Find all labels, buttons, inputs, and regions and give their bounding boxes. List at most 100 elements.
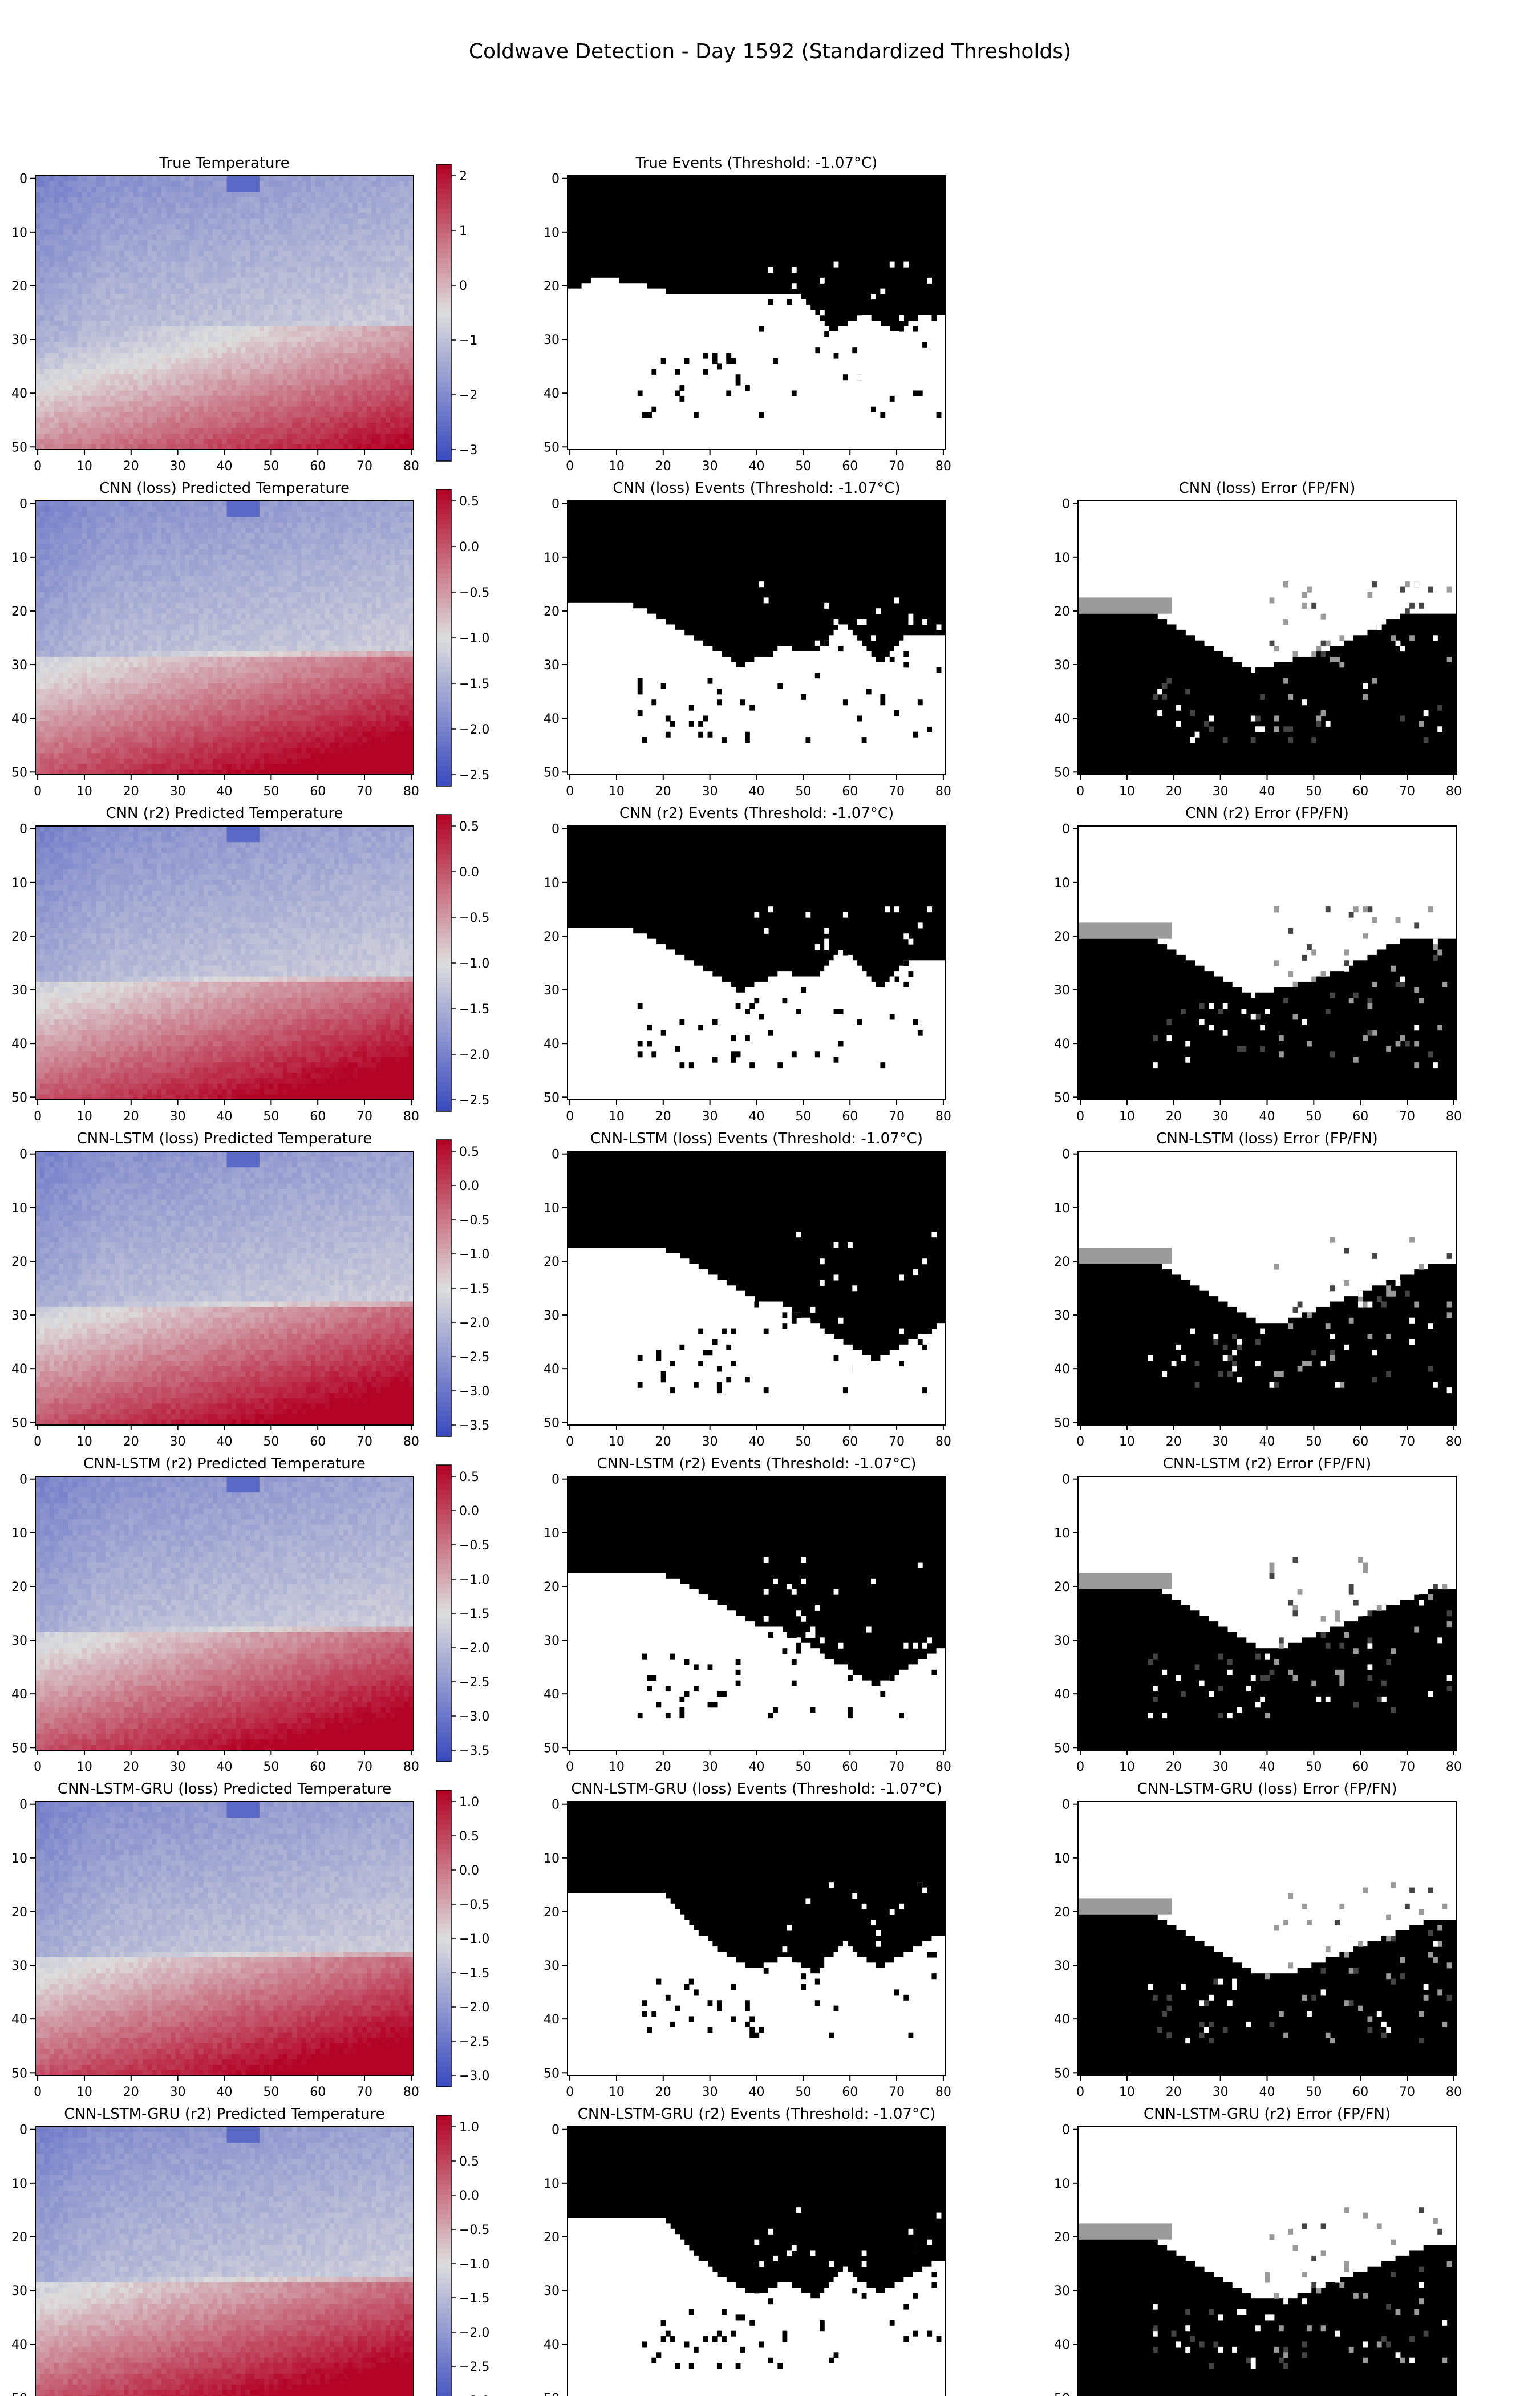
panel-r1-temperature-cell — [171, 533, 176, 539]
panel-r1-temperature-cell — [180, 506, 185, 512]
panel-r0-temperature-cell — [189, 385, 194, 391]
panel-r0-temperature-cell — [124, 218, 129, 224]
panel-r0-temperature-cell — [161, 218, 167, 224]
panel-r0-temperature-cell — [343, 289, 348, 294]
panel-r0-temperature-cell — [161, 267, 167, 273]
panel-r0-temperature-cell — [147, 412, 152, 418]
panel-r0-temperature-cell — [325, 256, 330, 262]
panel-r0-temperature-cell — [320, 305, 325, 310]
panel-r0-temperature-cell — [404, 326, 410, 332]
panel-r1-temperature-cell — [152, 517, 157, 523]
panel-r0-temperature-cell — [59, 337, 64, 342]
panel-r0-temperature-cell — [147, 176, 152, 181]
panel-r0-temperature-cell — [124, 262, 129, 268]
panel-r0-temperature-cell — [106, 272, 111, 278]
panel-r1-temperature-cell — [110, 517, 115, 523]
panel-r1-temperature-cell — [124, 501, 129, 507]
panel-r0-temperature-cell — [208, 347, 213, 353]
panel-r0-temperature-cell — [376, 418, 382, 423]
panel-r0-temperature-cell — [390, 363, 395, 369]
panel-r0-temperature-cell — [185, 363, 190, 369]
panel-r0-events-column — [937, 315, 942, 450]
panel-r0-temperature-cell — [152, 294, 157, 300]
panel-r1-temperature-cell — [166, 533, 171, 539]
panel-r0-temperature-cell — [278, 283, 283, 289]
panel-r0-events-speckle — [871, 407, 876, 412]
panel-r0-events-speckle — [894, 267, 899, 273]
panel-r0-temperature-cell — [171, 342, 176, 348]
panel-r1-temperature-cell — [358, 523, 363, 528]
panel-r0-temperature-cell — [283, 321, 288, 326]
panel-r0-temperature-cell — [198, 331, 204, 337]
panel-r1-temperature-cell — [250, 533, 256, 539]
panel-r0-temperature-cell — [250, 390, 256, 396]
panel-r0-temperature-cell — [320, 434, 325, 439]
panel-r0-temperature-cell — [287, 358, 293, 364]
panel-r0-temperature-cell — [260, 278, 265, 284]
panel-r0-temperature-cell — [147, 283, 152, 289]
panel-r1-temperature-cell — [82, 512, 87, 517]
panel-r1-temperature-cell — [189, 533, 194, 539]
panel-r0-temperature-cell — [54, 418, 59, 423]
panel-r0-temperature-cell — [330, 390, 335, 396]
panel-r0-temperature-cell — [255, 240, 260, 246]
panel-r0-temperature-cell — [217, 213, 222, 219]
panel-r0-temperature-cell — [386, 374, 391, 380]
panel-r0-temperature-cell — [278, 337, 283, 342]
panel-r0-temperature-cell — [222, 321, 227, 326]
panel-r0-temperature-cell — [185, 267, 190, 273]
panel-r0-temperature-cell — [91, 418, 96, 423]
panel-r0-temperature-cell — [222, 272, 227, 278]
panel-r1-temperature-cell — [269, 501, 274, 507]
panel-r0-temperature-cell — [101, 208, 106, 213]
panel-r1-temperature-cell — [78, 501, 83, 507]
panel-r0-events-column — [694, 294, 699, 450]
panel-r0-temperature-cell — [115, 363, 120, 369]
panel-r1-temperature-cell — [325, 512, 330, 517]
panel-r0-temperature-cell — [292, 428, 297, 434]
panel-r0-temperature-cell — [245, 326, 250, 332]
panel-r0-temperature-cell — [399, 363, 404, 369]
panel-r0-temperature-cell — [185, 218, 190, 224]
panel-r0-temperature-cell — [399, 434, 404, 439]
panel-r0-temperature-cell — [255, 278, 260, 284]
panel-r0-temperature-colorbar-segment — [436, 244, 451, 249]
panel-r0-temperature-cell — [133, 278, 139, 284]
panel-r0-temperature-cell — [44, 407, 50, 412]
panel-r0-temperature-cell — [138, 412, 143, 418]
panel-r0-temperature-cell — [264, 267, 269, 273]
panel-r0-temperature-cell — [260, 439, 265, 444]
panel-r0-temperature-cell — [222, 396, 227, 402]
panel-r0-temperature-cell — [362, 380, 367, 386]
panel-r0-temperature-cell — [390, 342, 395, 348]
panel-r0-temperature-cell — [63, 434, 68, 439]
panel-r0-temperature-cell — [78, 390, 83, 396]
panel-r0-temperature-cell — [255, 224, 260, 230]
panel-r0-temperature-xtick-label: 80 — [403, 459, 419, 473]
panel-r0-temperature-cell — [143, 342, 148, 348]
panel-r0-temperature-cell — [315, 176, 321, 181]
panel-r0-temperature-cell — [292, 310, 297, 315]
panel-r1-temperature-cell — [44, 512, 50, 517]
panel-r0-temperature-cell — [63, 337, 68, 342]
panel-r0-temperature-cell — [115, 245, 120, 251]
panel-r0-temperature-cell — [390, 272, 395, 278]
panel-r0-temperature-cell — [222, 439, 227, 444]
panel-r0-temperature-cell — [171, 229, 176, 235]
panel-r0-temperature-cell — [106, 380, 111, 386]
panel-r0-temperature-cell — [133, 235, 139, 241]
panel-r0-temperature-cell — [222, 423, 227, 428]
panel-r0-events-xtick-label: 0 — [566, 459, 574, 473]
panel-r0-temperature-cell — [278, 434, 283, 439]
panel-r0-temperature-cell — [171, 439, 176, 444]
panel-r0-temperature-cell — [59, 374, 64, 380]
panel-r0-temperature-cell — [147, 321, 152, 326]
panel-r0-temperature-cell — [362, 283, 367, 289]
panel-r0-temperature-cell — [54, 423, 59, 428]
panel-r0-temperature-cell — [311, 294, 316, 300]
panel-r0-temperature-cell — [376, 396, 382, 402]
panel-r0-temperature-cell — [180, 385, 185, 391]
panel-r0-temperature-colorbar-segment — [436, 337, 451, 342]
panel-r0-temperature-cell — [399, 385, 404, 391]
panel-r0-temperature-cell — [343, 347, 348, 353]
